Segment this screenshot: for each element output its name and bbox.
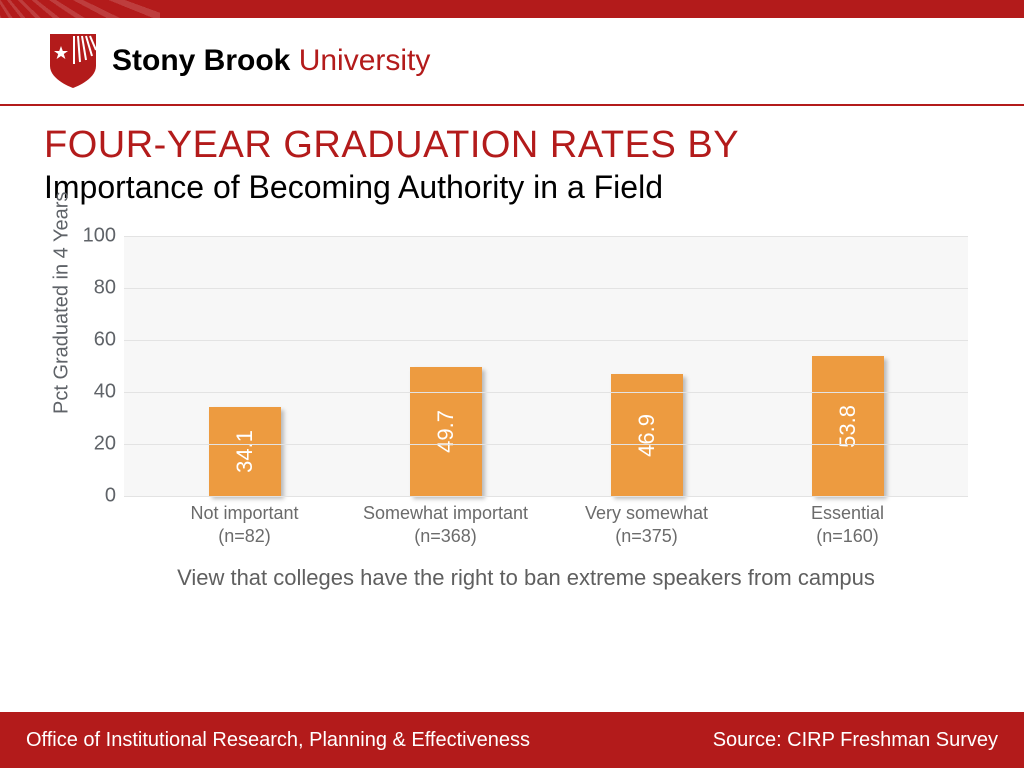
footer: Office of Institutional Research, Planni… (0, 712, 1024, 768)
gridline (124, 340, 968, 341)
y-axis-label: Pct Graduated in 4 Years (51, 191, 74, 413)
x-axis-title: View that colleges have the right to ban… (124, 565, 928, 591)
footer-left: Office of Institutional Research, Planni… (26, 729, 530, 752)
gridline (124, 236, 968, 237)
bar-slot: 34.1 (156, 407, 333, 496)
bar: 49.7 (410, 367, 482, 496)
y-tick: 0 (105, 485, 124, 508)
wordmark-light: University (290, 44, 430, 77)
plot-area: 34.149.746.953.8 020406080100 (124, 236, 968, 496)
footer-right: Source: CIRP Freshman Survey (713, 729, 998, 752)
bar: 53.8 (812, 356, 884, 496)
logo-band: Stony Brook University (0, 18, 1024, 104)
shield-icon (48, 32, 98, 90)
y-tick: 40 (94, 381, 124, 404)
bar-value-label: 49.7 (433, 410, 459, 453)
category-label: Not important(n=82) (156, 502, 333, 547)
y-tick: 20 (94, 433, 124, 456)
category-label: Somewhat important(n=368) (357, 502, 534, 547)
y-tick: 60 (94, 329, 124, 352)
x-axis-labels: Not important(n=82) Somewhat important(n=… (124, 496, 968, 547)
wordmark: Stony Brook University (112, 44, 430, 78)
bar: 34.1 (209, 407, 281, 496)
slide-title-line1: FOUR-YEAR GRADUATION RATES BY (44, 124, 980, 167)
content-area: FOUR-YEAR GRADUATION RATES BY Importance… (0, 106, 1024, 712)
gridline (124, 496, 968, 497)
top-accent-stripe (0, 0, 1024, 18)
bar-value-label: 46.9 (634, 414, 660, 457)
bars-container: 34.1 49.7 46.9 53.8 (124, 236, 968, 496)
bar-slot: 49.7 (357, 367, 534, 496)
slide: Stony Brook University FOUR-YEAR GRADUAT… (0, 0, 1024, 768)
category-label: Very somewhat(n=375) (558, 502, 735, 547)
gridline (124, 444, 968, 445)
bar-value-label: 53.8 (835, 405, 861, 448)
y-tick: 100 (83, 225, 124, 248)
wordmark-bold: Stony Brook (112, 44, 290, 77)
slide-title-line2: Importance of Becoming Authority in a Fi… (44, 169, 980, 206)
category-label: Essential(n=160) (759, 502, 936, 547)
gridline (124, 288, 968, 289)
bar-slot: 53.8 (759, 356, 936, 496)
y-tick: 80 (94, 277, 124, 300)
bar-value-label: 34.1 (232, 430, 258, 473)
bar-chart: Pct Graduated in 4 Years 34.149.746.953.… (68, 236, 968, 591)
gridline (124, 392, 968, 393)
